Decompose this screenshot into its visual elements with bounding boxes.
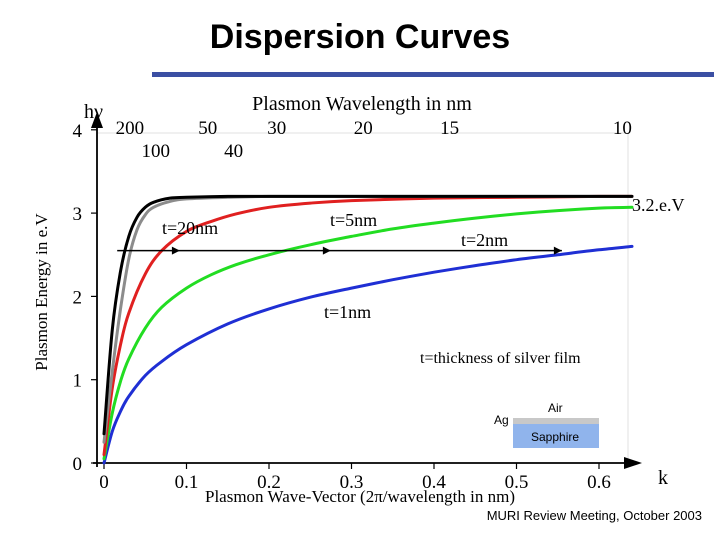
top-tick-label: 40 <box>224 141 243 162</box>
x-tick-label: 0 <box>99 472 109 493</box>
x-tick-label: 0.6 <box>587 472 611 493</box>
y-axis-symbol: hν <box>84 101 103 123</box>
y-tick-label: 4 <box>73 121 83 142</box>
footer-note: MURI Review Meeting, October 2003 <box>487 508 702 523</box>
x-axis-symbol: k <box>658 467 668 489</box>
y-ticks: 0 1 2 3 4 <box>73 121 98 475</box>
top-tick-label: 30 <box>267 118 286 139</box>
annotation-t20nm: t=20nm <box>162 218 218 238</box>
inset-ag-label: Ag <box>494 413 509 427</box>
top-tick-label: 100 <box>142 141 171 162</box>
top-tick-label: 200 <box>116 118 145 139</box>
film-inset: Air Ag Sapphire <box>494 401 599 448</box>
top-axis-label: Plasmon Wavelength in nm <box>252 93 472 115</box>
top-tick-label: 50 <box>198 118 217 139</box>
inset-air-region <box>513 418 599 424</box>
y-axis-label: Plasmon Energy in e.V <box>32 213 51 371</box>
top-wavelength-ticks: 200 50 30 20 15 10 100 40 <box>116 118 632 162</box>
inset-sapphire-label: Sapphire <box>531 430 579 444</box>
x-axis-arrowhead <box>624 457 642 469</box>
annotation-t1nm: t=1nm <box>324 302 371 322</box>
dispersion-chart: 01234 0 0.1 0.2 0.3 0.4 0.5 0.6 200 50 30 20 15 101… <box>0 0 720 540</box>
y-tick-label: 1 <box>73 371 83 392</box>
top-tick-label: 20 <box>354 118 373 139</box>
y-tick-label: 3 <box>73 204 83 225</box>
y-tick-label: 0 <box>73 454 83 475</box>
x-tick-label: 0.1 <box>175 472 199 493</box>
annotation-thickness: t=thickness of silver film <box>420 350 581 367</box>
y-tick-label: 2 <box>73 287 83 308</box>
reference-arrowhead <box>323 247 331 255</box>
reference-arrowhead <box>172 247 180 255</box>
annotation-t2nm: t=2nm <box>461 230 508 250</box>
x-axis-label: Plasmon Wave-Vector (2π/wavelength in nm… <box>205 487 515 506</box>
annotation-3-2ev: 3.2.e.V <box>632 195 685 215</box>
annotation-t5nm: t=5nm <box>330 210 377 230</box>
top-tick-label: 15 <box>440 118 459 139</box>
top-tick-label: 10 <box>613 118 632 139</box>
inset-air-label: Air <box>548 401 563 415</box>
